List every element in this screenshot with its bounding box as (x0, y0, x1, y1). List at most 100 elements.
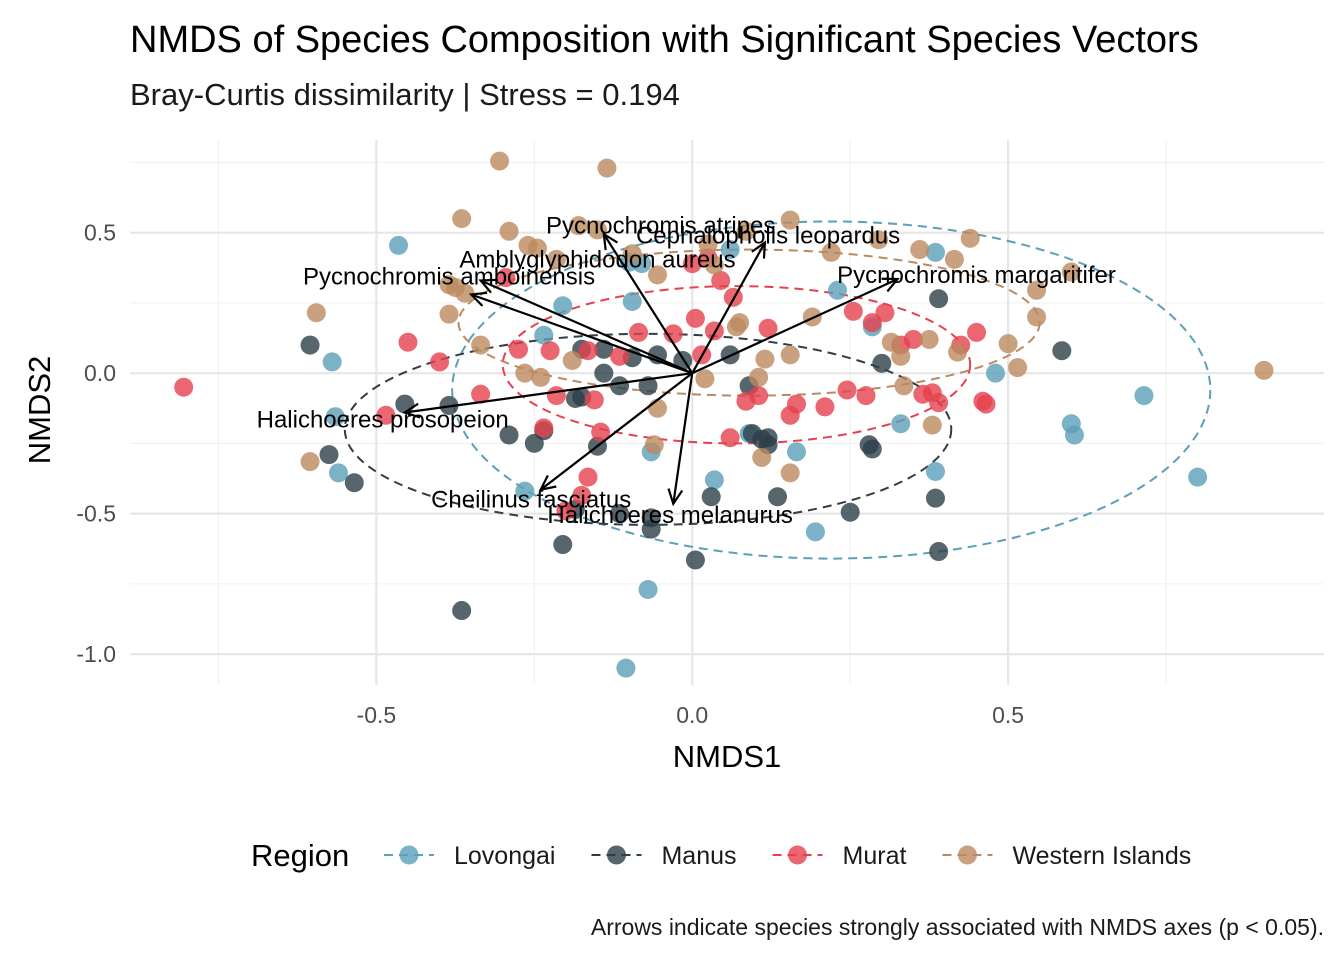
point-lovongai (720, 240, 740, 260)
point-western-islands (562, 351, 582, 371)
point-western-islands (780, 210, 800, 230)
vector-cheilinus-fasciatus: Cheilinus fasciatus (431, 372, 693, 514)
point-manus (872, 353, 892, 373)
legend-item-lovongai: Lovongai (384, 842, 555, 870)
x-axis-title: NMDS1 (673, 739, 782, 774)
point-lovongai (891, 414, 911, 434)
point-manus (925, 488, 945, 508)
series-western-islands (300, 151, 1274, 483)
vector-arrow (602, 233, 694, 374)
point-western-islands (439, 304, 459, 324)
point-western-islands (998, 334, 1018, 354)
point-western-islands (569, 216, 589, 236)
legend-key-point (957, 845, 977, 865)
point-murat (471, 384, 491, 404)
point-murat (815, 397, 835, 417)
point-murat (572, 485, 592, 505)
point-lovongai (322, 352, 342, 372)
legend-key-point (788, 845, 808, 865)
point-manus (685, 550, 705, 570)
vector-arrowhead (667, 488, 684, 507)
point-western-islands (1027, 280, 1047, 300)
vector-arrowhead (402, 402, 421, 419)
point-western-islands (499, 221, 519, 241)
vector-arrow (691, 278, 899, 375)
point-murat (509, 339, 529, 359)
point-manus (610, 376, 630, 396)
legend-key-point (606, 845, 626, 865)
point-manus (319, 445, 339, 465)
point-murat (534, 418, 554, 438)
sample-points (174, 151, 1274, 678)
vector-arrowhead (478, 278, 497, 294)
point-western-islands (1008, 358, 1028, 378)
point-western-islands (780, 345, 800, 365)
point-murat (711, 270, 731, 290)
vector-arrow (404, 372, 693, 414)
vector-label: Pycnochromis amboinensis (303, 263, 595, 290)
point-murat (546, 386, 566, 406)
point-western-islands (704, 255, 724, 275)
ellipse-lovongai (451, 220, 1212, 560)
vector-arrowhead (468, 291, 488, 307)
y-tick-label: 0.0 (84, 360, 116, 386)
vector-cephalopholis-leopardus: Cephalopholis leopardus (636, 223, 900, 374)
point-manus (641, 519, 661, 539)
point-lovongai (553, 296, 573, 316)
y-axis-title: NMDS2 (22, 356, 57, 465)
vector-pycnochromis-margaritifer: Pycnochromis margaritifer (691, 262, 1116, 375)
point-western-islands (300, 452, 320, 472)
point-manus (499, 425, 519, 445)
legend-title: Region (251, 838, 349, 873)
point-murat (430, 352, 450, 372)
point-lovongai (1064, 425, 1084, 445)
point-western-islands (919, 329, 939, 349)
point-lovongai (828, 280, 848, 300)
vector-amblyglyphidodon-aureus: Amblyglyphidodon aureus (459, 246, 736, 375)
legend-label: Lovongai (454, 842, 555, 870)
point-lovongai (704, 470, 724, 490)
vector-arrowhead (538, 474, 557, 492)
point-murat (875, 303, 895, 323)
point-manus (701, 487, 721, 507)
point-western-islands (736, 221, 756, 241)
y-tick-label: -1.0 (76, 641, 116, 667)
point-western-islands (749, 367, 769, 387)
x-tick-label: -0.5 (357, 702, 397, 728)
point-western-islands (648, 265, 668, 285)
point-western-islands (471, 335, 491, 355)
chart-subtitle: Bray-Curtis dissimilarity | Stress = 0.1… (130, 77, 680, 112)
point-murat (837, 380, 857, 400)
point-murat (786, 394, 806, 414)
chart-title: NMDS of Species Composition with Signifi… (130, 19, 1199, 61)
point-lovongai (1188, 467, 1208, 487)
point-murat (976, 394, 996, 414)
point-lovongai (985, 363, 1005, 383)
point-murat (578, 341, 598, 361)
axis-ticks: -0.5 0.0 0.5 0.5 0.0 -0.5 -1.0 (76, 220, 1024, 728)
legend-item-western-islands: Western Islands (942, 842, 1191, 870)
point-lovongai (925, 242, 945, 262)
vector-halichoeres-prosopeion: Halichoeres prosopeion (257, 372, 693, 434)
legend-key-point (399, 845, 419, 865)
point-manus (638, 376, 658, 396)
point-murat (749, 386, 769, 406)
point-manus (452, 601, 472, 621)
point-lovongai (328, 463, 348, 483)
point-western-islands (780, 463, 800, 483)
point-manus (1052, 341, 1072, 361)
vector-pycnochromis-amboinensis: Pycnochromis amboinensis (303, 263, 693, 375)
point-manus (929, 542, 949, 562)
legend-item-murat: Murat (772, 842, 906, 870)
vector-label: Pycnochromis margaritifer (837, 262, 1116, 289)
point-manus (929, 289, 949, 309)
point-lovongai (786, 442, 806, 462)
vector-pycnochromis-atripes: Pycnochromis atripes (546, 213, 775, 374)
point-western-islands (546, 249, 566, 269)
point-murat (967, 322, 987, 342)
point-western-islands (922, 415, 942, 435)
legend-label: Manus (661, 842, 736, 870)
point-western-islands (948, 342, 968, 362)
point-murat (556, 501, 576, 521)
